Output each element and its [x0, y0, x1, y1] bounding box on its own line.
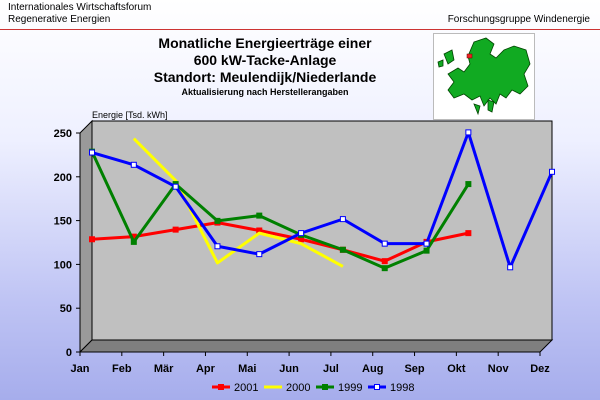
legend-item-2000: 2000 — [264, 382, 310, 394]
data-point-1999 — [381, 265, 388, 272]
y-tick-label: 100 — [54, 259, 72, 271]
x-tick-label: Aug — [362, 363, 383, 375]
header-org-name: Internationales Wirtschaftsforum — [8, 2, 152, 13]
plot-floor — [78, 339, 554, 353]
x-tick-label: Mär — [154, 363, 174, 375]
data-point-1998 — [549, 168, 555, 175]
data-point-1998 — [256, 251, 263, 258]
data-point-2001 — [465, 230, 472, 237]
data-point-1999 — [214, 217, 221, 224]
y-tick-label: 150 — [54, 216, 72, 228]
series-layer — [89, 129, 555, 272]
data-point-1998 — [507, 264, 514, 271]
series-1998 — [89, 129, 555, 271]
legend-item-1999: 1999 — [316, 382, 362, 394]
data-point-1998 — [298, 230, 305, 237]
legend-label: 1998 — [390, 382, 414, 394]
data-point-1999 — [130, 238, 137, 245]
legend-marker — [374, 384, 380, 390]
data-point-1999 — [339, 246, 346, 253]
chart-title-line3: Standort: Meulendijk/Niederlande — [153, 69, 377, 85]
y-tick-label: 200 — [54, 172, 72, 184]
x-tick-label: Jul — [323, 363, 339, 375]
header-right: Forschungsgruppe Windenergie — [447, 14, 590, 25]
chart-title: Monatliche Energieerträge einer — [158, 35, 372, 51]
legend-label: 2001 — [234, 382, 258, 394]
data-point-2001 — [172, 226, 179, 233]
data-point-1998 — [339, 216, 346, 223]
y-axis-label: Energie [Tsd. kWh] — [92, 110, 168, 120]
series-line-2001 — [91, 221, 469, 263]
x-tick-label: Mai — [238, 363, 256, 375]
plot-back-wall — [91, 120, 553, 341]
x-tick-label: Dez — [530, 363, 550, 375]
x-axis: Jan Feb Mär Apr Mai Jun Jul Aug Sep Okt Nov Dez — [71, 351, 550, 375]
header-org-topic: Regenerative Energien — [8, 14, 111, 25]
data-point-1998 — [465, 129, 472, 136]
x-tick-label: Feb — [112, 363, 132, 375]
y-tick-label: 50 — [60, 303, 72, 315]
legend-item-1998: 1998 — [368, 382, 414, 394]
data-point-1998 — [130, 161, 137, 168]
data-point-1998 — [423, 240, 430, 247]
x-tick-label: Jun — [279, 363, 299, 375]
series-line-2000 — [132, 137, 344, 268]
legend-marker — [218, 384, 224, 390]
data-point-1999 — [256, 212, 263, 219]
x-tick-label: Sep — [404, 363, 424, 375]
data-point-1998 — [89, 149, 95, 156]
data-point-2001 — [89, 236, 95, 243]
data-point-2001 — [381, 258, 388, 265]
legend-label: 1999 — [338, 382, 362, 394]
data-point-1999 — [465, 181, 472, 188]
series-2000 — [132, 137, 344, 268]
legend-item-2001: 2001 — [212, 382, 258, 394]
chart-title-line2: 600 kW-Tacke-Anlage — [193, 52, 337, 68]
series-line-1998 — [91, 130, 554, 269]
header-left: Internationales Wirtschaftsforum Regener… — [8, 2, 151, 26]
x-tick-label: Jan — [71, 363, 90, 375]
data-point-1998 — [381, 240, 388, 247]
y-axis: 0 50 100 150 200 250 Energie [Tsd. kWh] — [54, 110, 168, 359]
y-tick-label: 250 — [54, 128, 72, 140]
europe-map-icon — [434, 34, 534, 119]
data-point-1998 — [214, 243, 221, 250]
europe-map-image — [433, 33, 535, 120]
chart-subtitle: Aktualisierung nach Herstellerangaben — [181, 87, 349, 97]
legend-marker — [322, 384, 328, 390]
legend-label: 2000 — [286, 382, 310, 394]
header-divider — [0, 29, 600, 30]
y-tick-label: 0 — [66, 347, 72, 359]
series-line-1999 — [90, 151, 470, 270]
chart-legend: 2001 2000 1999 1998 — [212, 382, 414, 394]
x-tick-label: Apr — [196, 363, 216, 375]
x-tick-label: Nov — [488, 363, 510, 375]
data-point-1999 — [423, 247, 430, 254]
plot-frame — [78, 119, 554, 354]
chart-title-block: Monatliche Energieerträge einer 600 kW-T… — [100, 35, 430, 98]
x-tick-label: Okt — [447, 363, 466, 375]
data-point-1998 — [172, 183, 179, 190]
